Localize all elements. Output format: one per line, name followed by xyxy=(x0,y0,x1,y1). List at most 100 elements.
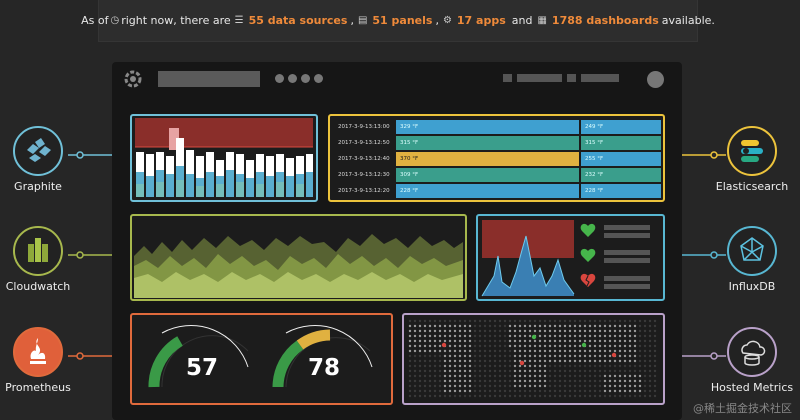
map-dot xyxy=(573,374,577,378)
map-dot xyxy=(528,394,532,398)
map-dot xyxy=(458,334,462,338)
map-dot xyxy=(588,379,592,383)
map-dot xyxy=(633,374,637,378)
map-marker[interactable] xyxy=(531,334,537,340)
map-dot xyxy=(468,374,472,378)
map-dot xyxy=(578,334,582,338)
map-dot xyxy=(413,339,417,343)
map-dot xyxy=(528,334,532,338)
map-dot xyxy=(563,384,567,388)
map-dot xyxy=(493,384,497,388)
toolbar-button-4[interactable] xyxy=(581,74,619,82)
map-dot xyxy=(478,359,482,363)
map-dot xyxy=(623,389,627,393)
map-dot xyxy=(638,339,642,343)
map-dot xyxy=(473,324,477,328)
map-dot xyxy=(473,319,477,323)
map-dot xyxy=(583,339,587,343)
map-dot xyxy=(513,349,517,353)
map-dot xyxy=(433,389,437,393)
map-dot xyxy=(418,389,422,393)
map-dot xyxy=(488,334,492,338)
map-dot xyxy=(593,344,597,348)
datasource-influxdb[interactable]: InfluxDB xyxy=(707,226,797,293)
map-dot xyxy=(613,359,617,363)
map-dot xyxy=(603,369,607,373)
map-dot xyxy=(558,339,562,343)
map-dot xyxy=(553,329,557,333)
banner-sep-1: , xyxy=(350,14,354,27)
map-marker[interactable] xyxy=(519,360,525,366)
map-dot xyxy=(413,354,417,358)
dashboard-topbar xyxy=(112,62,682,96)
dashboard-nav-dots[interactable] xyxy=(275,74,323,83)
map-dot xyxy=(483,369,487,373)
map-dot xyxy=(548,319,552,323)
toolbar-button-3[interactable] xyxy=(567,74,576,82)
map-dot xyxy=(553,349,557,353)
map-dot xyxy=(648,394,652,398)
datasource-graphite[interactable]: Graphite xyxy=(0,126,83,193)
map-dot xyxy=(573,324,577,328)
map-dot xyxy=(443,349,447,353)
datasource-prometheus[interactable]: Prometheus xyxy=(0,327,83,394)
values-table: 2017-3-9-13:13:00 329 °F 249 °F 2017-3-9… xyxy=(334,119,661,199)
map-dot xyxy=(508,394,512,398)
map-dot xyxy=(503,394,507,398)
map-dot xyxy=(648,374,652,378)
map-dot xyxy=(608,354,612,358)
map-dot xyxy=(563,339,567,343)
map-dot xyxy=(548,324,552,328)
map-dot xyxy=(483,374,487,378)
map-dot xyxy=(598,384,602,388)
map-dot xyxy=(503,349,507,353)
map-dot xyxy=(498,354,502,358)
map-dot xyxy=(438,344,442,348)
map-dot xyxy=(503,379,507,383)
map-dot xyxy=(538,349,542,353)
map-marker[interactable] xyxy=(581,342,587,348)
map-dot xyxy=(503,389,507,393)
map-dot xyxy=(583,364,587,368)
map-dot xyxy=(533,319,537,323)
map-dot xyxy=(548,354,552,358)
map-dot xyxy=(498,384,502,388)
map-dot xyxy=(513,384,517,388)
map-dot xyxy=(518,374,522,378)
toolbar-button-2[interactable] xyxy=(517,74,562,82)
map-dot xyxy=(448,329,452,333)
dashboard-title-placeholder[interactable] xyxy=(158,71,260,87)
map-dot xyxy=(408,344,412,348)
map-dot xyxy=(583,319,587,323)
map-dot xyxy=(458,384,462,388)
map-dot xyxy=(453,334,457,338)
cloudwatch-icon xyxy=(13,226,63,276)
prometheus-label: Prometheus xyxy=(5,381,71,394)
map-dot xyxy=(428,359,432,363)
map-dot xyxy=(653,369,657,373)
area-graph xyxy=(134,234,463,298)
map-marker[interactable] xyxy=(611,352,617,358)
map-dot xyxy=(598,379,602,383)
map-dot xyxy=(518,379,522,383)
user-avatar[interactable] xyxy=(647,71,664,88)
datasource-elasticsearch[interactable]: Elasticsearch xyxy=(707,126,797,193)
map-dot xyxy=(448,319,452,323)
map-dot xyxy=(653,384,657,388)
map-dot xyxy=(578,364,582,368)
map-dot xyxy=(493,319,497,323)
datasource-cloudwatch[interactable]: Cloudwatch xyxy=(0,226,83,293)
map-dot xyxy=(573,384,577,388)
map-dot xyxy=(588,339,592,343)
map-dot xyxy=(628,374,632,378)
map-dot xyxy=(553,384,557,388)
map-dot xyxy=(638,324,642,328)
map-dot xyxy=(493,369,497,373)
map-dot xyxy=(493,379,497,383)
map-dot xyxy=(478,319,482,323)
datasource-hosted-metrics[interactable]: Hosted Metrics xyxy=(707,327,797,394)
map-marker[interactable] xyxy=(441,342,447,348)
map-dot xyxy=(488,394,492,398)
map-dot xyxy=(588,384,592,388)
toolbar-button-1[interactable] xyxy=(503,74,512,82)
